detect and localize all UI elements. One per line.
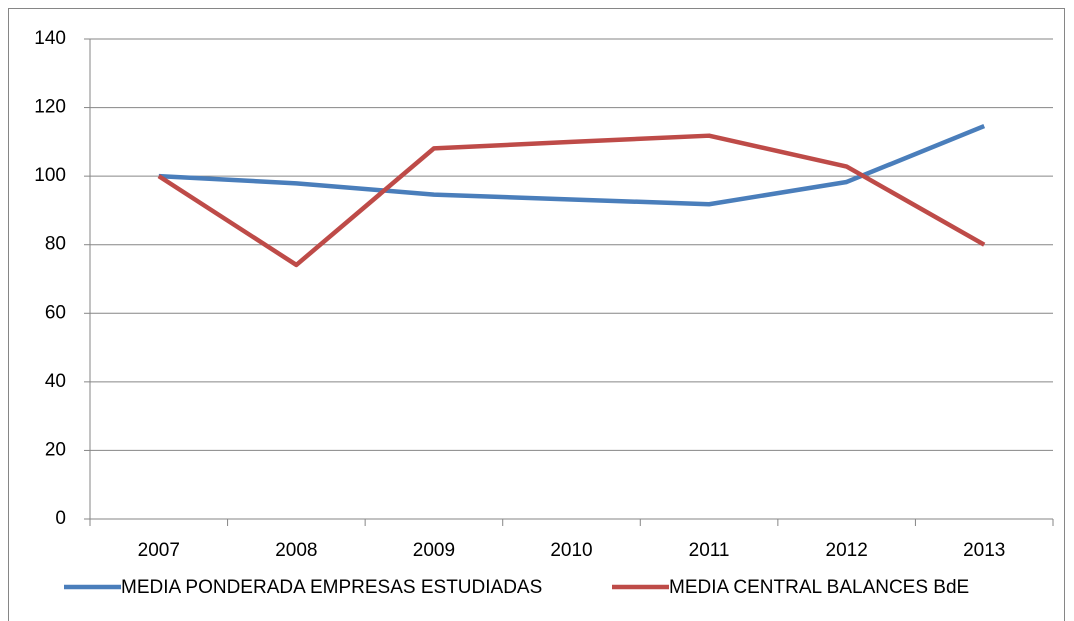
y-tick-label: 80 xyxy=(45,234,66,255)
x-tick-label: 2011 xyxy=(689,540,730,561)
x-tick-label: 2012 xyxy=(826,540,868,561)
y-tick-label: 40 xyxy=(45,371,66,392)
legend-label: MEDIA CENTRAL BALANCES BdE xyxy=(669,577,969,598)
y-tick-label: 20 xyxy=(45,439,66,460)
y-tick-label: 100 xyxy=(34,165,66,186)
x-tick-label: 2013 xyxy=(963,540,1005,561)
y-tick-label: 0 xyxy=(55,508,66,529)
x-tick-label: 2009 xyxy=(413,540,455,561)
y-tick-label: 140 xyxy=(34,28,66,49)
x-tick-label: 2008 xyxy=(275,540,317,561)
y-tick-label: 60 xyxy=(45,302,66,323)
series-line xyxy=(157,133,986,268)
x-tick-label: 2007 xyxy=(138,540,180,561)
chart-frame xyxy=(8,8,1065,621)
legend-label: MEDIA PONDERADA EMPRESAS ESTUDIADAS xyxy=(121,577,542,598)
x-tick-label: 2010 xyxy=(550,540,592,561)
y-tick-label: 120 xyxy=(34,97,66,118)
series-line xyxy=(158,124,986,207)
